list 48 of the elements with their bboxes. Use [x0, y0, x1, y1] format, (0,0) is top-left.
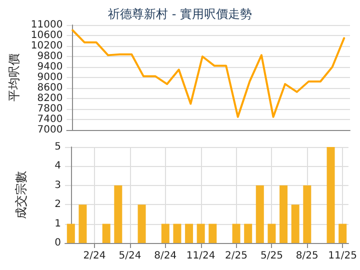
bar	[185, 224, 194, 243]
bar	[280, 185, 288, 243]
bar	[326, 147, 335, 243]
x-tick-label: 2/24	[83, 250, 106, 262]
y-tick-label: 7800	[37, 104, 63, 114]
y-tick-label: 9400	[37, 62, 63, 72]
bar	[338, 224, 347, 243]
x-tick-label: 5/24	[118, 250, 142, 262]
y-tick-label: 2	[54, 199, 61, 210]
y-tick-label: 0	[54, 238, 61, 248]
bar	[173, 224, 182, 243]
bar	[66, 224, 75, 243]
y-tick-label: 3	[54, 180, 61, 191]
y-tick-label: 10600	[30, 30, 63, 41]
x-tick-label: 11/24	[186, 250, 216, 262]
bar	[102, 224, 110, 243]
y-tick-label: 10200	[30, 40, 63, 52]
x-tick-label: 2/25	[225, 250, 248, 262]
bar	[114, 185, 122, 243]
y-tick-label: 8600	[37, 82, 63, 94]
y-tick-label: 9800	[37, 51, 63, 62]
bar	[196, 224, 205, 243]
bar	[303, 185, 312, 243]
line-series	[72, 29, 346, 118]
chart-title: 祈德尊新村 - 實用呎價走勢	[108, 7, 252, 21]
bar	[138, 204, 146, 243]
x-tick-label: 11/25	[328, 250, 358, 262]
bar	[268, 224, 276, 243]
y-axis-title: 成交宗數	[14, 171, 28, 219]
bar	[244, 224, 252, 243]
bar	[161, 224, 170, 243]
bar	[208, 224, 217, 243]
bar	[291, 204, 300, 243]
y-tick-label: 9000	[37, 72, 63, 83]
bar	[78, 204, 87, 243]
y-axis-title: 平均呎價	[7, 54, 21, 102]
bar	[232, 224, 240, 243]
bar	[256, 185, 264, 243]
x-tick-label: 8/24	[154, 250, 177, 262]
y-tick-label: 11000	[30, 20, 63, 30]
x-tick-label: 8/25	[296, 250, 318, 262]
y-tick-label: 4	[54, 160, 61, 172]
y-tick-label: 1	[54, 218, 61, 230]
x-tick-label: 5/25	[260, 250, 283, 262]
y-tick-label: 8200	[37, 93, 63, 104]
y-tick-label: 7000	[37, 124, 63, 136]
y-tick-label: 5	[54, 142, 61, 152]
y-tick-label: 7400	[37, 114, 63, 125]
